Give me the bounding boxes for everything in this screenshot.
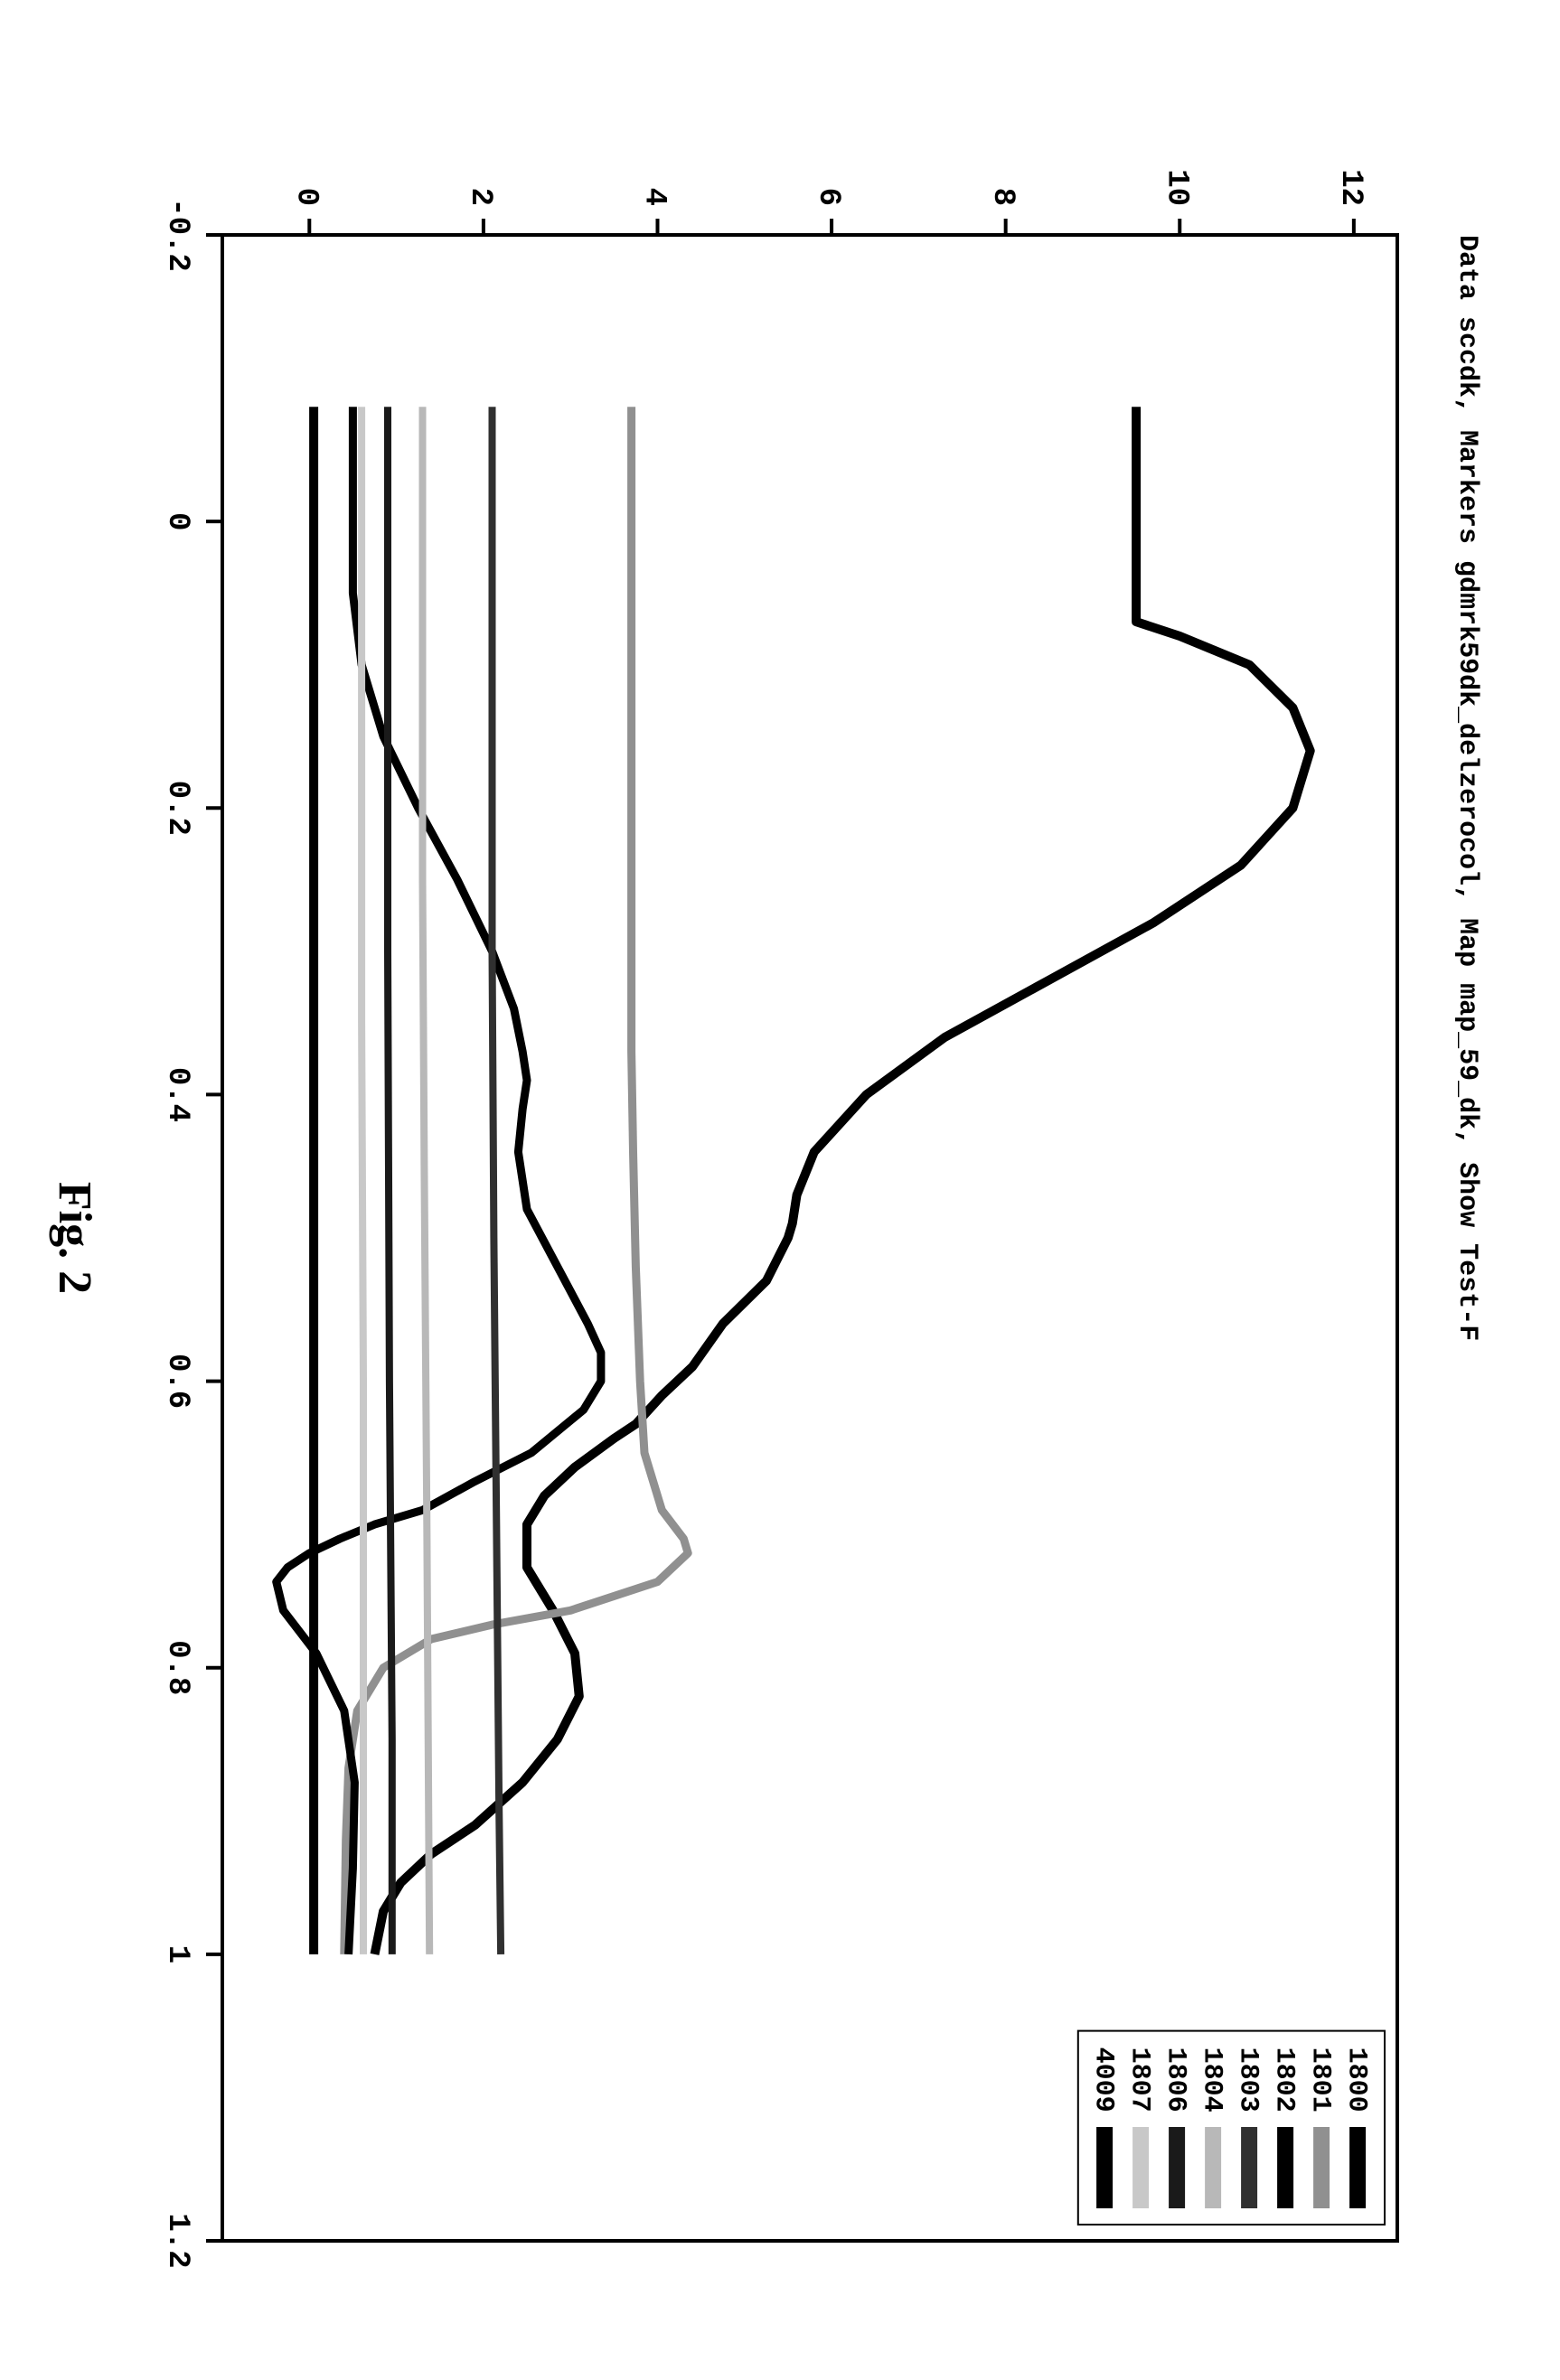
y-tick-label: 6	[811, 188, 845, 206]
x-tick-label: 0.8	[160, 1640, 194, 1695]
x-tick-label: 0.2	[160, 781, 194, 836]
legend-label: 1806	[1161, 2047, 1191, 2113]
legend-swatch	[1313, 2127, 1330, 2208]
y-tick-label: 10	[1159, 169, 1193, 206]
y-tick-label: 4	[637, 188, 672, 206]
series-1807: 1807	[362, 407, 363, 1954]
page: Data sccdk, Markers gdmrk59dk_delzerocol…	[0, 0, 1560, 2380]
chart-area: Data sccdk, Markers gdmrk59dk_delzerocol…	[0, 0, 1560, 2380]
x-tick-label: -0.2	[160, 198, 194, 272]
legend-swatch	[1277, 2127, 1293, 2208]
x-tick-label: 0.4	[160, 1067, 194, 1122]
x-tick-label: 0.6	[160, 1354, 194, 1409]
legend-label: 1800	[1341, 2047, 1372, 2113]
legend-label: 4009	[1088, 2047, 1119, 2113]
rotated-chart-container: Data sccdk, Markers gdmrk59dk_delzerocol…	[0, 0, 1560, 2380]
y-tick-label: 0	[288, 188, 323, 206]
legend-label: 1804	[1197, 2047, 1227, 2113]
line-chart: Data sccdk, Markers gdmrk59dk_delzerocol…	[0, 0, 1560, 2380]
legend-swatch	[1096, 2127, 1113, 2208]
y-tick-label: 12	[1333, 169, 1367, 206]
legend-swatch	[1132, 2127, 1149, 2208]
chart-background	[0, 0, 1560, 2380]
legend-swatch	[1205, 2127, 1221, 2208]
legend-swatch	[1169, 2127, 1185, 2208]
legend-swatch	[1241, 2127, 1257, 2208]
y-tick-label: 2	[463, 188, 497, 206]
x-tick-label: 1.2	[160, 2213, 194, 2268]
legend-label: 1803	[1233, 2047, 1264, 2113]
x-tick-label: 0	[160, 512, 194, 530]
chart-title: Data sccdk, Markers gdmrk59dk_delzerocol…	[1452, 235, 1482, 1341]
legend: 18001801180218031804180618074009	[1078, 2031, 1385, 2225]
x-tick-label: 1	[160, 1945, 194, 1963]
figure-caption: Fig. 2	[49, 1182, 100, 1294]
legend-label: 1807	[1124, 2047, 1155, 2113]
legend-label: 1802	[1269, 2047, 1300, 2113]
legend-swatch	[1349, 2127, 1366, 2208]
y-tick-label: 8	[985, 188, 1020, 206]
legend-label: 1801	[1305, 2047, 1336, 2113]
